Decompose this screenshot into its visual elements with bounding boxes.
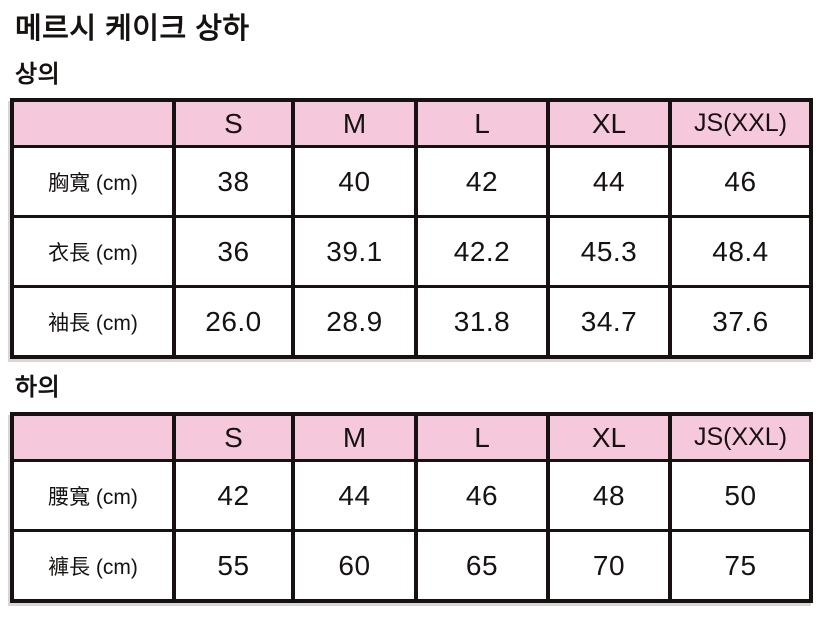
row-label-chest-width: 胸寬 (cm) xyxy=(10,145,176,219)
value-cell: 44 xyxy=(546,145,672,219)
value-cell: 50 xyxy=(668,459,813,533)
row-label-waist-width: 腰寬 (cm) xyxy=(10,459,176,533)
value-cell: 39.1 xyxy=(291,215,418,289)
header-cell-m: M xyxy=(291,412,418,463)
row-label-garment-length: 衣長 (cm) xyxy=(10,215,176,289)
header-cell-xxl: JS(XXL) xyxy=(668,99,813,149)
header-row: S M L XL JS(XXL) xyxy=(10,99,813,149)
value-cell: 38 xyxy=(172,145,295,219)
table-row: 褲長 (cm) 55 60 65 70 75 xyxy=(10,529,813,603)
value-cell: 60 xyxy=(291,529,418,603)
header-corner-cell xyxy=(10,412,176,463)
table-row: 胸寬 (cm) 38 40 42 44 46 xyxy=(10,145,813,219)
top-size-table: S M L XL JS(XXL) 胸寬 (cm) 38 40 42 44 46 … xyxy=(10,98,813,360)
row-label-pants-length: 褲長 (cm) xyxy=(10,529,176,603)
value-cell: 28.9 xyxy=(291,285,418,359)
header-cell-l: L xyxy=(414,412,550,463)
table-row: 袖長 (cm) 26.0 28.9 31.8 34.7 37.6 xyxy=(10,285,813,359)
section-label-top: 상의 xyxy=(15,60,61,88)
header-corner-cell xyxy=(10,99,176,149)
header-cell-xl: XL xyxy=(546,412,672,463)
value-cell: 37.6 xyxy=(668,285,813,359)
value-cell: 31.8 xyxy=(414,285,550,359)
value-cell: 26.0 xyxy=(172,285,295,359)
value-cell: 36 xyxy=(172,215,295,289)
bottom-size-table: S M L XL JS(XXL) 腰寬 (cm) 42 44 46 48 50 … xyxy=(10,412,813,604)
value-cell: 48.4 xyxy=(668,215,813,289)
page-title: 메르시 케이크 상하 xyxy=(15,13,250,45)
value-cell: 48 xyxy=(546,459,672,533)
value-cell: 42 xyxy=(414,145,550,219)
table-row: 腰寬 (cm) 42 44 46 48 50 xyxy=(10,459,813,533)
table-row: 衣長 (cm) 36 39.1 42.2 45.3 48.4 xyxy=(10,215,813,289)
value-cell: 40 xyxy=(291,145,418,219)
section-label-bottom: 하의 xyxy=(15,374,61,402)
value-cell: 46 xyxy=(668,145,813,219)
header-cell-xl: XL xyxy=(546,99,672,149)
value-cell: 34.7 xyxy=(546,285,672,359)
header-cell-l: L xyxy=(414,99,550,149)
value-cell: 42 xyxy=(172,459,295,533)
value-cell: 45.3 xyxy=(546,215,672,289)
value-cell: 70 xyxy=(546,529,672,603)
value-cell: 65 xyxy=(414,529,550,603)
value-cell: 55 xyxy=(172,529,295,603)
value-cell: 46 xyxy=(414,459,550,533)
value-cell: 75 xyxy=(668,529,813,603)
header-row: S M L XL JS(XXL) xyxy=(10,412,813,463)
value-cell: 44 xyxy=(291,459,418,533)
value-cell: 42.2 xyxy=(414,215,550,289)
header-cell-s: S xyxy=(172,412,295,463)
header-cell-xxl: JS(XXL) xyxy=(668,412,813,463)
header-cell-m: M xyxy=(291,99,418,149)
header-cell-s: S xyxy=(172,99,295,149)
row-label-sleeve-length: 袖長 (cm) xyxy=(10,285,176,359)
